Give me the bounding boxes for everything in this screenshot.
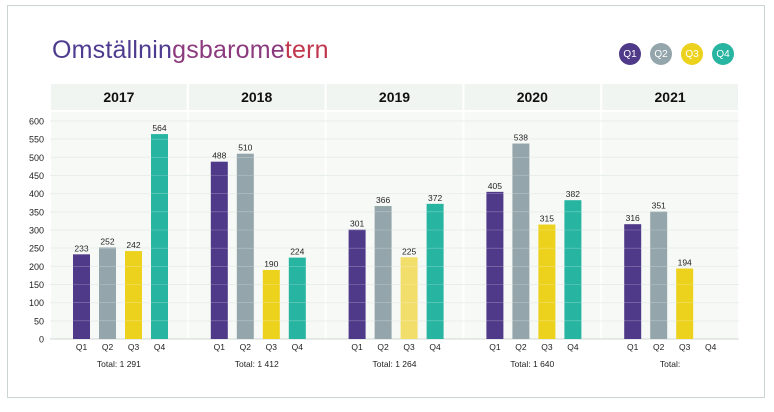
year-label: 2017	[103, 89, 134, 105]
year-label: 2019	[379, 89, 410, 105]
bar-2019-q2	[374, 206, 392, 339]
group-total-label: Total:	[660, 359, 680, 369]
year-header-bg	[326, 84, 463, 110]
chart-title: Omställningsbarometern	[52, 36, 329, 64]
year-header-bg	[602, 84, 738, 110]
bar-2017-q1	[73, 254, 90, 339]
group-panel-bg	[602, 112, 738, 339]
data-label: 315	[540, 214, 554, 224]
legend-item-q2: Q2	[650, 43, 672, 65]
bar-2020-q2	[512, 143, 530, 339]
x-tick-label: Q3	[266, 342, 278, 352]
year-header-bg	[464, 84, 601, 110]
year-label: 2018	[241, 89, 272, 105]
x-tick-label: Q4	[292, 342, 304, 352]
data-label: 382	[566, 189, 580, 199]
bar-2019-q1	[348, 229, 366, 339]
x-tick-label: Q2	[240, 342, 252, 352]
bar-2017-q4	[151, 134, 168, 339]
data-label: 224	[290, 247, 304, 257]
group-total-label: Total: 1 264	[373, 359, 417, 369]
bar-2019-q3	[400, 257, 418, 339]
x-tick-label: Q3	[679, 342, 691, 352]
data-label: 351	[652, 200, 666, 210]
data-label: 242	[126, 240, 140, 250]
x-tick-label: Q3	[403, 342, 415, 352]
bar-2021-q3	[676, 268, 694, 339]
y-tick-label: 400	[29, 189, 44, 199]
data-label: 194	[678, 258, 692, 268]
group-total-label: Total: 1 412	[235, 359, 279, 369]
bar-2018-q4	[288, 257, 306, 339]
bar-2020-q4	[564, 200, 582, 339]
y-tick-label: 150	[29, 280, 44, 290]
y-tick-label: 450	[29, 171, 44, 181]
bar-2018-q2	[236, 153, 254, 339]
bar-2017-q3	[125, 251, 142, 339]
bar-2020-q3	[538, 224, 556, 339]
year-label: 2020	[517, 89, 548, 105]
y-tick-label: 200	[29, 262, 44, 272]
x-tick-label: Q1	[351, 342, 363, 352]
bar-2018-q3	[262, 269, 280, 339]
legend: Q1 Q2 Q3 Q4	[619, 43, 734, 65]
data-label: 233	[74, 243, 88, 253]
data-label: 510	[238, 143, 252, 153]
bar-2021-q2	[650, 211, 668, 339]
year-label: 2021	[655, 89, 686, 105]
x-tick-label: Q2	[102, 342, 114, 352]
y-tick-label: 350	[29, 207, 44, 217]
data-label: 564	[152, 123, 166, 133]
y-tick-label: 0	[39, 335, 44, 345]
x-tick-label: Q1	[627, 342, 639, 352]
x-tick-label: Q1	[76, 342, 88, 352]
bar-2021-q1	[624, 224, 642, 339]
legend-item-q4: Q4	[712, 43, 734, 65]
x-tick-label: Q3	[541, 342, 553, 352]
data-label: 488	[212, 151, 226, 161]
legend-item-q3: Q3	[681, 43, 703, 65]
data-label: 316	[626, 213, 640, 223]
data-label: 372	[428, 193, 442, 203]
y-tick-label: 500	[29, 153, 44, 163]
x-tick-label: Q2	[515, 342, 527, 352]
x-tick-label: Q3	[128, 342, 140, 352]
bar-2020-q1	[486, 191, 504, 339]
x-tick-label: Q4	[154, 342, 166, 352]
group-total-label: Total: 1 640	[510, 359, 554, 369]
x-tick-label: Q2	[377, 342, 389, 352]
group-total-label: Total: 1 291	[97, 359, 141, 369]
data-label: 405	[488, 181, 502, 191]
data-label: 366	[376, 195, 390, 205]
year-header-bg	[188, 84, 325, 110]
x-tick-label: Q1	[214, 342, 226, 352]
data-label: 301	[350, 219, 364, 229]
y-tick-label: 600	[29, 117, 44, 127]
bar-2019-q4	[426, 203, 444, 339]
y-tick-label: 250	[29, 244, 44, 254]
bar-2017-q2	[99, 247, 116, 339]
y-tick-label: 50	[34, 316, 44, 326]
x-tick-label: Q2	[653, 342, 665, 352]
x-tick-label: Q1	[489, 342, 501, 352]
x-tick-label: Q4	[705, 342, 717, 352]
bar-2018-q1	[210, 161, 228, 339]
data-label: 225	[402, 246, 416, 256]
x-tick-label: Q4	[567, 342, 579, 352]
x-tick-label: Q4	[429, 342, 441, 352]
y-tick-label: 100	[29, 298, 44, 308]
y-tick-label: 550	[29, 135, 44, 145]
year-header-bg	[51, 84, 187, 110]
data-label: 190	[264, 259, 278, 269]
y-tick-label: 300	[29, 226, 44, 236]
data-label: 538	[514, 133, 528, 143]
legend-item-q1: Q1	[619, 43, 641, 65]
data-label: 252	[100, 236, 114, 246]
